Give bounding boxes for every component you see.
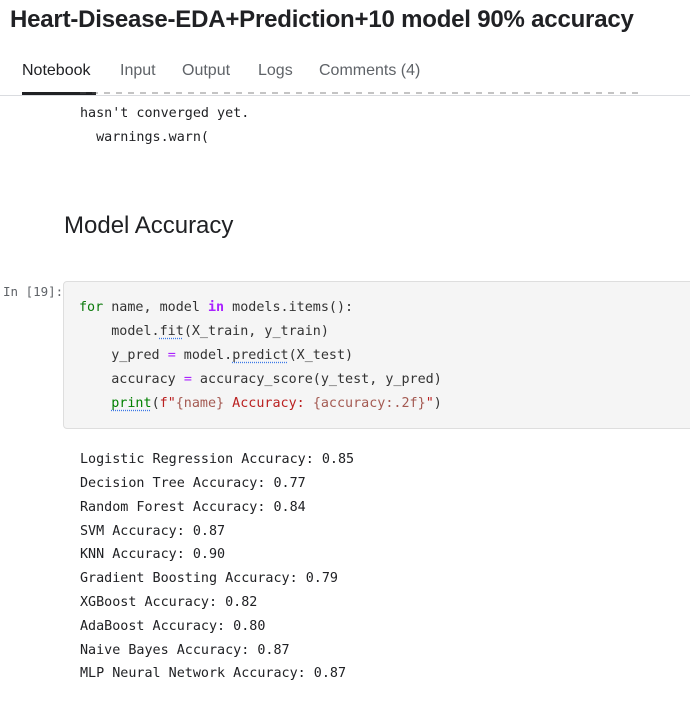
output-line: Logistic Regression Accuracy: 0.85	[80, 452, 355, 467]
code-line: accuracy = accuracy_score(y_test, y_pred…	[79, 372, 442, 387]
code-line: print(f"{name} Accuracy: {accuracy:.2f}"…	[111, 396, 442, 411]
output-line: KNN Accuracy: 0.90	[80, 547, 226, 562]
code-line: y_pred = model.predict(X_test)	[79, 348, 354, 363]
previous-output-line: warnings.warn(	[80, 130, 209, 145]
code-cell[interactable]: for name, model in models.items(): model…	[63, 281, 690, 429]
output-line: Gradient Boosting Accuracy: 0.79	[80, 571, 338, 586]
output-line: XGBoost Accuracy: 0.82	[80, 595, 258, 610]
output-line: Decision Tree Accuracy: 0.77	[80, 476, 306, 491]
code-line: model.fit(X_train, y_train)	[79, 324, 329, 339]
output-line: SVM Accuracy: 0.87	[80, 524, 226, 539]
output-line: AdaBoost Accuracy: 0.80	[80, 619, 266, 634]
tab-output[interactable]: Output	[182, 62, 231, 79]
section-heading: Model Accuracy	[64, 212, 234, 239]
tab-bar: Notebook Input Output Logs Comments (4)	[0, 56, 690, 96]
output-line: MLP Neural Network Accuracy: 0.87	[80, 666, 347, 681]
code-line: for name, model in models.items():	[79, 300, 354, 315]
output-line: Random Forest Accuracy: 0.84	[80, 500, 306, 515]
tab-notebook[interactable]: Notebook	[22, 62, 91, 79]
tab-comments[interactable]: Comments (4)	[319, 62, 421, 79]
previous-output-line: hasn't converged yet.	[80, 106, 250, 121]
active-tab-indicator	[22, 92, 96, 95]
tab-logs[interactable]: Logs	[258, 62, 293, 79]
notebook-title: Heart-Disease-EDA+Prediction+10 model 90…	[10, 6, 634, 33]
output-line: Naive Bayes Accuracy: 0.87	[80, 643, 290, 658]
cell-prompt: In [19]:	[3, 284, 64, 299]
tab-input[interactable]: Input	[120, 62, 156, 79]
clipped-output-line	[80, 86, 640, 96]
